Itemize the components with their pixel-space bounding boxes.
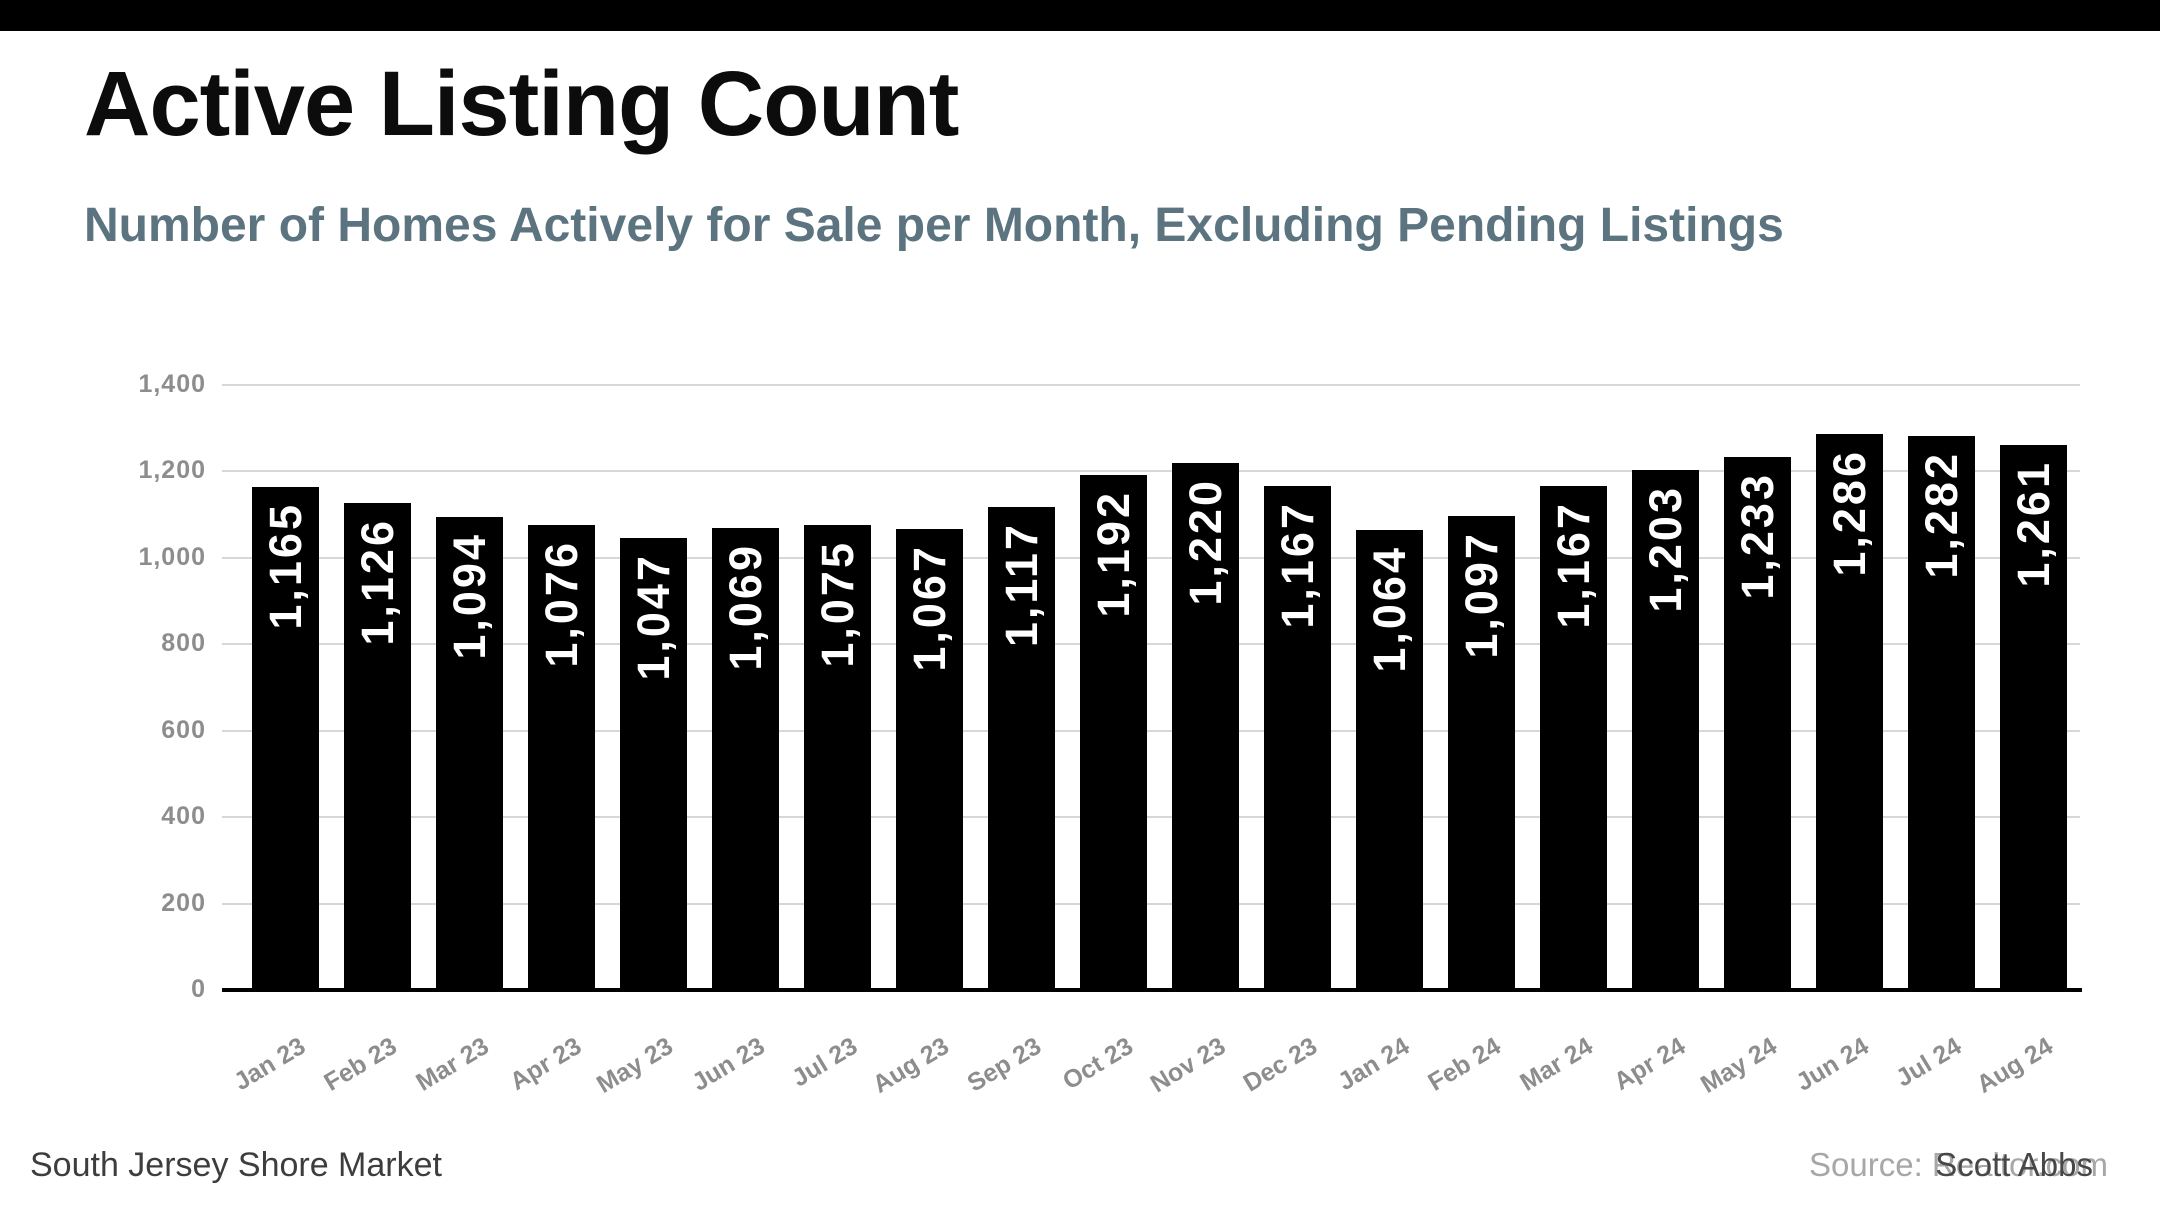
bar-value-label: 1,097: [1455, 530, 1507, 659]
bar: 1,117: [988, 507, 1055, 988]
bar-value-label: 1,047: [627, 552, 679, 681]
x-tick-label: Feb 24: [1423, 1032, 1506, 1097]
bar-value-label: 1,261: [2007, 460, 2059, 588]
bar-value-label: 1,167: [1271, 500, 1323, 629]
bar: 1,261: [2000, 445, 2067, 988]
bar: 1,047: [620, 537, 687, 988]
bar-value-label: 1,203: [1639, 485, 1691, 613]
x-tick-label: Apr 23: [504, 1032, 586, 1097]
bar: 1,064: [1356, 530, 1423, 988]
x-tick-label: Jun 23: [687, 1032, 770, 1097]
x-tick-label: Mar 23: [411, 1032, 494, 1097]
y-tick-label: 800: [161, 629, 206, 658]
y-tick-label: 400: [161, 802, 206, 831]
y-tick-label: 200: [161, 888, 206, 917]
author-watermark: Scott Abbs: [1935, 1146, 2093, 1183]
bar-value-label: 1,126: [351, 518, 403, 647]
bar-value-label: 1,192: [1087, 489, 1139, 618]
bar: 1,126: [344, 503, 411, 988]
bar-value-label: 1,094: [443, 532, 495, 660]
bar-value-label: 1,233: [1731, 472, 1783, 600]
bar: 1,192: [1080, 474, 1147, 988]
bar: 1,167: [1264, 485, 1331, 988]
x-tick-label: Jul 24: [1890, 1032, 1966, 1093]
y-tick-label: 1,400: [138, 370, 206, 398]
bar-value-label: 1,282: [1915, 450, 1967, 579]
y-gridline: [222, 470, 2080, 473]
y-gridline: [222, 556, 2080, 559]
bar-value-label: 1,117: [995, 522, 1047, 648]
bar: 1,233: [1724, 457, 1791, 988]
bar: 1,075: [804, 525, 871, 988]
y-tick-label: 600: [161, 715, 206, 744]
y-gridline: [222, 816, 2080, 819]
bar-value-label: 1,076: [535, 540, 587, 668]
bar: 1,286: [1816, 434, 1883, 988]
x-tick-label: Jun 24: [1791, 1032, 1874, 1097]
x-tick-label: Sep 23: [962, 1032, 1046, 1098]
bar-value-label: 1,069: [719, 543, 771, 671]
bar: 1,094: [436, 517, 503, 988]
x-axis-line: [222, 988, 2082, 992]
footer-source-area: Source: Realtor.com Scott Abbs: [1809, 1146, 2108, 1190]
x-tick-label: Aug 23: [868, 1032, 954, 1099]
bar: 1,282: [1908, 435, 1975, 988]
bar-value-label: 1,220: [1179, 477, 1231, 606]
bar-value-label: 1,286: [1823, 449, 1875, 577]
x-tick-label: Mar 24: [1515, 1032, 1598, 1097]
bar: 1,067: [896, 528, 963, 988]
bar: 1,076: [528, 525, 595, 988]
y-tick-label: 1,000: [138, 542, 206, 571]
bar-value-label: 1,165: [259, 501, 311, 630]
bar: 1,165: [252, 486, 319, 988]
bar-value-label: 1,167: [1547, 500, 1599, 629]
y-gridline: [222, 643, 2080, 646]
bar: 1,069: [712, 528, 779, 988]
page-title: Active Listing Count: [84, 53, 959, 155]
x-tick-label: Feb 23: [319, 1032, 402, 1097]
x-tick-label: Aug 24: [1972, 1032, 2058, 1099]
bar: 1,220: [1172, 462, 1239, 988]
x-tick-label: Nov 23: [1145, 1032, 1230, 1099]
x-tick-label: Jul 23: [786, 1032, 862, 1093]
y-tick-label: 1,200: [138, 456, 206, 485]
x-tick-label: Dec 23: [1238, 1032, 1322, 1098]
bar: 1,097: [1448, 515, 1515, 988]
x-tick-label: Jan 24: [1332, 1032, 1414, 1097]
page-subtitle: Number of Homes Actively for Sale per Mo…: [84, 199, 1784, 252]
x-tick-label: May 24: [1696, 1032, 1782, 1099]
x-tick-label: May 23: [592, 1032, 678, 1099]
bar-value-label: 1,075: [811, 540, 863, 669]
bar-value-label: 1,064: [1363, 545, 1415, 673]
y-gridline: [222, 902, 2080, 905]
bar: 1,167: [1540, 485, 1607, 988]
x-tick-label: Apr 24: [1608, 1032, 1690, 1097]
y-gridline: [222, 384, 2080, 386]
x-tick-label: Oct 23: [1057, 1032, 1138, 1096]
y-tick-label: 0: [191, 975, 206, 1003]
top-black-bar: [0, 0, 2160, 31]
source-attribution: Source: Realtor.com: [1809, 1146, 2108, 1183]
footer-market-label: South Jersey Shore Market: [30, 1146, 442, 1184]
bar: 1,203: [1632, 470, 1699, 988]
y-gridline: [222, 729, 2080, 732]
bar-value-label: 1,067: [903, 543, 955, 672]
x-tick-label: Jan 23: [228, 1032, 310, 1097]
